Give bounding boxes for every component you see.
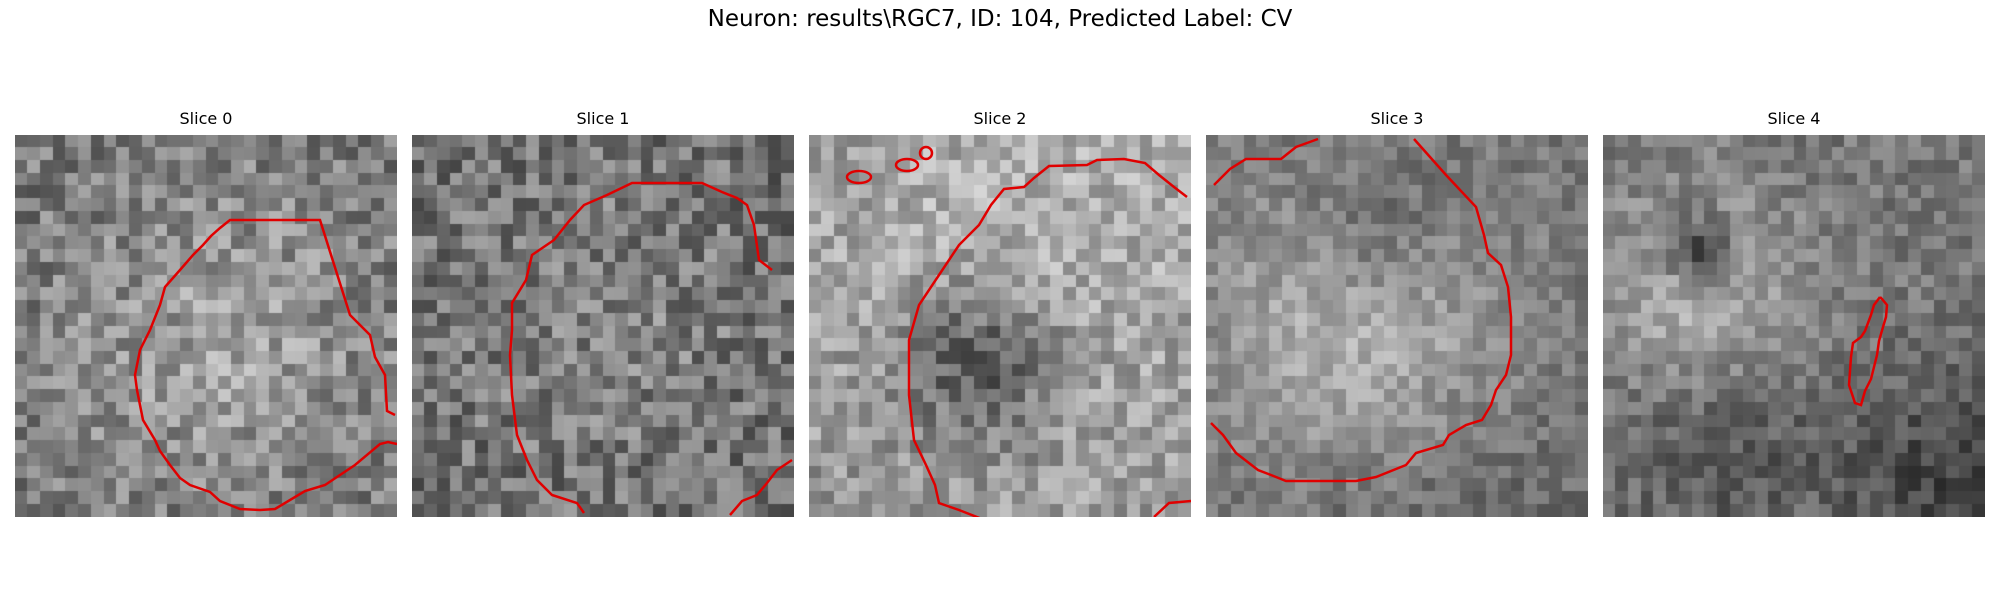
contour-overlay-3 bbox=[1210, 137, 1513, 483]
slice-panel-0: Slice 0 bbox=[15, 107, 397, 517]
contour-overlay-0 bbox=[133, 218, 397, 512]
roi-contour bbox=[1847, 296, 1889, 407]
grayscale-image-3 bbox=[1206, 135, 1588, 517]
roi-contour bbox=[508, 181, 773, 514]
roi-contour bbox=[1210, 138, 1513, 483]
small-blob-contour bbox=[894, 157, 920, 173]
grayscale-image-1 bbox=[412, 135, 794, 517]
slice-image-3 bbox=[1206, 135, 1588, 517]
slice-image-4 bbox=[1603, 135, 1985, 517]
roi-contour-edge bbox=[1153, 499, 1191, 517]
contour-overlay-1 bbox=[508, 181, 793, 516]
slice-image-0 bbox=[15, 135, 397, 517]
slice-title-3: Slice 3 bbox=[1370, 109, 1424, 128]
slice-title-2: Slice 2 bbox=[973, 109, 1027, 128]
slice-image-1 bbox=[412, 135, 794, 517]
slice-title-0: Slice 0 bbox=[179, 109, 233, 128]
slice-title-4: Slice 4 bbox=[1767, 109, 1821, 128]
contour-overlay-2 bbox=[845, 145, 1191, 517]
slice-panel-1: Slice 1 bbox=[412, 107, 794, 517]
grayscale-image-4 bbox=[1603, 135, 1985, 517]
slice-panel-3: Slice 3 bbox=[1206, 107, 1588, 517]
roi-contour bbox=[907, 157, 1188, 517]
small-blob-contour bbox=[845, 169, 873, 185]
contour-overlay-4 bbox=[1847, 296, 1889, 407]
roi-contour-edge bbox=[729, 458, 793, 516]
grayscale-image-2 bbox=[809, 135, 1191, 517]
slice-title-1: Slice 1 bbox=[576, 109, 630, 128]
roi-contour bbox=[133, 218, 397, 512]
slice-image-2 bbox=[809, 135, 1191, 517]
roi-contour bbox=[1213, 137, 1319, 186]
small-blob-contour bbox=[918, 145, 934, 161]
figure-title: Neuron: results\RGC7, ID: 104, Predicted… bbox=[707, 6, 1293, 32]
grayscale-image-0 bbox=[15, 135, 397, 517]
slice-panel-2: Slice 2 bbox=[809, 107, 1191, 517]
slice-panel-4: Slice 4 bbox=[1603, 107, 1985, 517]
